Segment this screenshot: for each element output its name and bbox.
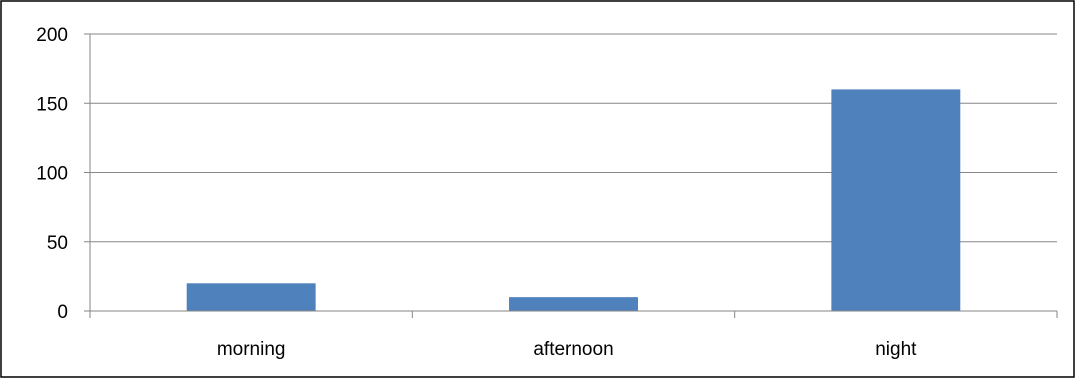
y-tick-label: 150	[36, 94, 68, 115]
bar-night	[831, 89, 961, 312]
bar-morning	[186, 283, 316, 311]
bar-afternoon	[509, 297, 638, 311]
bars	[186, 89, 961, 312]
x-tick-label-afternoon: afternoon	[533, 339, 613, 360]
y-tick-labels: 0 50 100 150 200	[36, 25, 68, 323]
y-tick-label: 200	[36, 25, 68, 46]
axes	[89, 34, 1058, 318]
x-tick-label-night: night	[875, 339, 917, 360]
y-tick-label: 50	[47, 233, 68, 254]
y-tick-label: 0	[57, 302, 68, 323]
x-tick-labels: morning afternoon night	[217, 339, 917, 360]
y-tick-label: 100	[36, 164, 68, 185]
x-tick-label-morning: morning	[217, 339, 286, 360]
